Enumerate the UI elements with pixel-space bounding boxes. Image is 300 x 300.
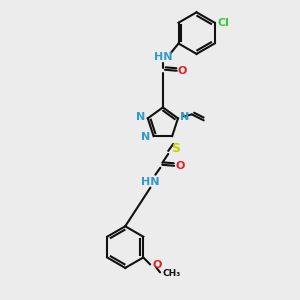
Text: O: O <box>178 66 187 76</box>
Text: HN: HN <box>141 177 160 187</box>
Text: S: S <box>171 142 180 155</box>
Text: N: N <box>136 112 145 122</box>
Text: O: O <box>152 260 161 270</box>
Text: N: N <box>180 112 189 122</box>
Text: Cl: Cl <box>218 18 230 28</box>
Text: HN: HN <box>154 52 172 62</box>
Text: N: N <box>141 132 151 142</box>
Text: O: O <box>175 161 184 171</box>
Text: CH₃: CH₃ <box>162 269 180 278</box>
